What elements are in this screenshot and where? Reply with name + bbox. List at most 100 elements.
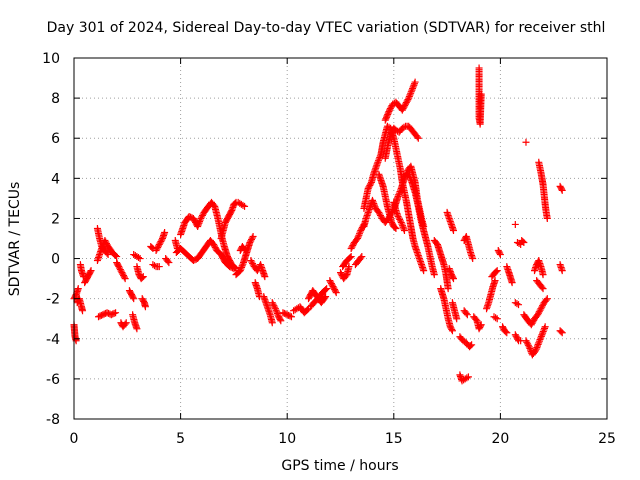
data-point	[154, 244, 162, 252]
data-point	[120, 272, 128, 280]
data-point	[103, 240, 111, 248]
data-point	[355, 230, 363, 238]
data-point	[386, 106, 394, 114]
data-point	[558, 185, 566, 193]
data-point	[541, 323, 549, 331]
data-point	[238, 262, 246, 270]
data-point	[537, 332, 545, 340]
data-point	[386, 105, 394, 113]
data-point	[121, 320, 129, 328]
data-point	[448, 325, 456, 333]
data-point	[491, 277, 499, 285]
data-point	[331, 287, 339, 295]
data-point	[448, 327, 456, 335]
data-point	[119, 270, 127, 278]
data-point	[407, 175, 415, 183]
y-tick-label: -6	[46, 372, 60, 388]
data-point	[467, 342, 475, 350]
data-point	[112, 252, 120, 260]
data-point	[236, 267, 244, 275]
y-tick-label: 8	[51, 91, 60, 107]
data-point	[247, 236, 255, 244]
data-point	[462, 309, 470, 317]
data-point	[395, 191, 403, 199]
data-point	[405, 94, 413, 102]
data-point	[376, 152, 384, 160]
data-point	[406, 91, 414, 99]
data-point	[537, 305, 545, 313]
data-point	[449, 273, 457, 281]
data-point	[329, 283, 337, 291]
data-point	[330, 284, 338, 292]
data-point	[239, 260, 247, 268]
data-point	[370, 200, 378, 208]
data-point	[538, 303, 546, 311]
data-point	[104, 251, 112, 259]
data-point	[539, 271, 547, 279]
data-point	[493, 315, 501, 323]
data-point	[261, 273, 269, 281]
data-point	[286, 312, 294, 320]
data-point	[337, 269, 344, 277]
data-point	[531, 348, 539, 356]
data-point	[79, 307, 87, 315]
data-point	[398, 106, 406, 114]
data-point	[376, 210, 384, 218]
data-point	[158, 236, 166, 244]
data-point	[101, 237, 109, 245]
data-point	[303, 306, 311, 314]
data-point	[239, 201, 247, 209]
data-point	[133, 325, 141, 333]
y-tick-label: -8	[46, 412, 60, 428]
data-point	[539, 329, 547, 337]
data-point	[331, 286, 339, 294]
data-point	[118, 269, 126, 277]
data-point	[198, 213, 206, 221]
data-point	[496, 249, 504, 257]
data-point	[535, 337, 543, 345]
data-point	[86, 268, 94, 276]
data-point	[116, 266, 124, 274]
data-point	[414, 134, 422, 142]
data-point	[274, 311, 282, 319]
data-point	[391, 223, 399, 231]
data-point	[164, 257, 172, 265]
data-point	[405, 172, 413, 180]
data-point	[520, 239, 528, 247]
data-point	[112, 309, 120, 317]
data-point	[153, 245, 161, 253]
data-point	[155, 241, 163, 249]
data-point	[513, 300, 521, 308]
data-point	[346, 254, 354, 262]
data-point	[122, 319, 130, 327]
data-point	[357, 226, 365, 234]
data-point	[198, 211, 206, 219]
data-point	[526, 344, 534, 352]
data-point	[368, 196, 376, 204]
data-point	[247, 257, 255, 265]
data-point	[242, 247, 250, 255]
data-point	[342, 272, 350, 280]
data-point	[355, 231, 363, 239]
data-point	[194, 221, 202, 229]
data-point	[347, 253, 355, 261]
data-point	[404, 96, 412, 104]
grid-lines	[74, 58, 607, 419]
data-point	[115, 263, 123, 271]
data-point	[322, 286, 330, 294]
x-tick-label: 15	[385, 431, 403, 447]
data-point	[154, 242, 162, 250]
data-point	[405, 93, 413, 101]
data-point	[513, 334, 521, 342]
data-point	[515, 301, 523, 309]
data-point	[155, 263, 163, 271]
data-point	[332, 289, 340, 297]
data-point	[469, 255, 477, 263]
data-point	[519, 238, 527, 246]
data-point	[522, 138, 530, 146]
data-point	[247, 237, 255, 245]
data-point	[512, 332, 520, 340]
data-point	[403, 97, 411, 105]
data-point	[535, 308, 543, 316]
data-point	[463, 374, 471, 382]
